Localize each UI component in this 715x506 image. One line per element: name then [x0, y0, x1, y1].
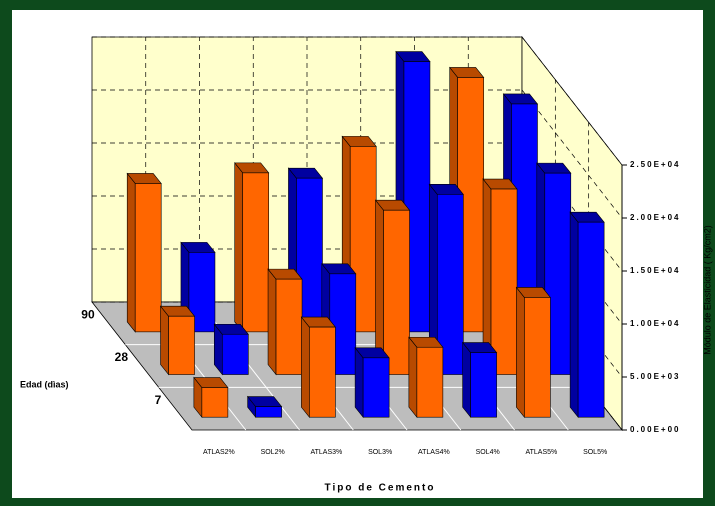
- y-tick-label: 1.50E+04: [630, 266, 680, 275]
- bar: [490, 188, 518, 375]
- x-axis-title: Tipo de Cemento: [325, 483, 436, 494]
- y-tick-label: 2.50E+04: [630, 160, 680, 169]
- bar: [221, 333, 249, 375]
- bar-side: [267, 268, 277, 376]
- bar: [470, 352, 497, 418]
- bar-side: [160, 305, 169, 376]
- x-tick-label: ATLAS3%: [310, 449, 342, 456]
- bar: [416, 346, 444, 418]
- bar-side: [462, 341, 471, 419]
- bar-side: [301, 316, 310, 419]
- x-tick-label: SOL2%: [261, 449, 285, 456]
- z-axis-title: Edad (dìas): [20, 379, 69, 389]
- bar: [201, 387, 229, 418]
- y-tick-label: 0.00E+00: [630, 425, 680, 434]
- x-tick-label: ATLAS2%: [203, 449, 235, 456]
- grid-line: [521, 89, 623, 219]
- z-tick-label: 28: [115, 350, 129, 364]
- bar: [436, 194, 464, 375]
- y-axis-title: Módulo de Elasticidad ( Kg/cm2): [702, 225, 712, 355]
- grid-line: [521, 36, 623, 166]
- bar: [362, 357, 390, 418]
- bar-side: [126, 172, 136, 333]
- grid-line: [199, 301, 300, 431]
- bar-side: [569, 211, 579, 419]
- bar: [255, 406, 282, 418]
- bar-side: [516, 286, 525, 419]
- bar: [168, 315, 195, 375]
- bar: [524, 297, 551, 418]
- z-tick-label: 7: [155, 393, 162, 407]
- bar: [275, 278, 303, 375]
- bar: [383, 209, 410, 375]
- x-tick-label: ATLAS4%: [418, 449, 450, 456]
- bar: [577, 221, 605, 418]
- y-tick-label: 5.00E+03: [630, 372, 680, 381]
- bar-side: [408, 336, 418, 419]
- bar-side: [234, 162, 244, 333]
- x-tick-label: ATLAS5%: [525, 449, 557, 456]
- y-tick-label: 2.00E+04: [630, 213, 680, 222]
- x-tick-label: SOL3%: [368, 449, 392, 456]
- x-tick-label: SOL5%: [583, 449, 607, 456]
- bar: [309, 326, 336, 418]
- x-tick-label: SOL4%: [476, 449, 500, 456]
- y-tick-label: 1.00E+04: [630, 319, 680, 328]
- z-tick-label: 90: [81, 308, 95, 322]
- bar: [134, 183, 162, 333]
- bar: [242, 172, 270, 333]
- bar-side: [354, 346, 364, 419]
